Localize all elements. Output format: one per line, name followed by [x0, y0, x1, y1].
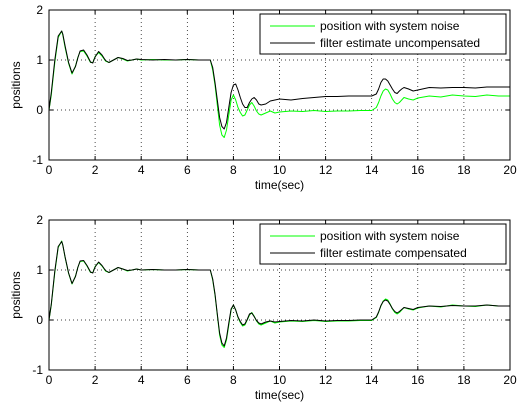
x-tick-label: 14 [365, 373, 379, 387]
series-line-2 [49, 241, 510, 347]
x-tick-label: 0 [46, 163, 53, 177]
x-tick-label: 16 [411, 163, 425, 177]
y-tick-label: -1 [32, 363, 43, 377]
y-tick-label: 1 [36, 263, 43, 277]
subplot-2: 0 2 4 6 8 10 12 14 16 18 20-1012time(sec)positions… [9, 213, 517, 402]
x-tick-label: 20 [503, 163, 517, 177]
y-tick-label: 2 [36, 3, 43, 17]
legend-label-1: position with system noise [320, 229, 460, 243]
x-tick-label: 20 [503, 373, 517, 387]
y-tick-label: 0 [36, 103, 43, 117]
x-tick-label: 6 [184, 373, 191, 387]
y-tick-label: -1 [32, 153, 43, 167]
x-tick-label: 16 [411, 373, 425, 387]
x-axis-label: time(sec) [255, 178, 304, 192]
subplot-1: 0 2 4 6 8 10 12 14 16 18 20-1012time(sec)positions… [9, 3, 517, 192]
x-tick-label: 2 [92, 373, 99, 387]
x-tick-label: 2 [92, 163, 99, 177]
legend-label-1: position with system noise [320, 19, 460, 33]
y-tick-label: 2 [36, 213, 43, 227]
x-tick-label: 10 [273, 163, 287, 177]
y-axis-label: positions [9, 271, 23, 318]
x-tick-label: 0 [46, 373, 53, 387]
legend-box [259, 223, 507, 265]
x-tick-label: 10 [273, 373, 287, 387]
x-tick-label: 4 [138, 373, 145, 387]
y-tick-label: 1 [36, 53, 43, 67]
legend-box [259, 13, 507, 55]
x-tick-label: 6 [184, 163, 191, 177]
legend-label-2: filter estimate compensated [320, 246, 467, 260]
x-tick-label: 8 [230, 163, 237, 177]
x-tick-label: 8 [230, 373, 237, 387]
legend-label-2: filter estimate uncompensated [320, 36, 480, 50]
x-tick-label: 18 [457, 373, 471, 387]
x-tick-label: 12 [319, 163, 333, 177]
y-axis-label: positions [9, 61, 23, 108]
x-axis-label: time(sec) [255, 388, 304, 402]
x-tick-label: 14 [365, 163, 379, 177]
y-tick-label: 0 [36, 313, 43, 327]
x-tick-label: 12 [319, 373, 333, 387]
series-line-2 [49, 30, 510, 130]
x-tick-label: 4 [138, 163, 145, 177]
axes-frame [48, 219, 511, 371]
x-tick-label: 18 [457, 163, 471, 177]
axes-frame [48, 9, 511, 161]
